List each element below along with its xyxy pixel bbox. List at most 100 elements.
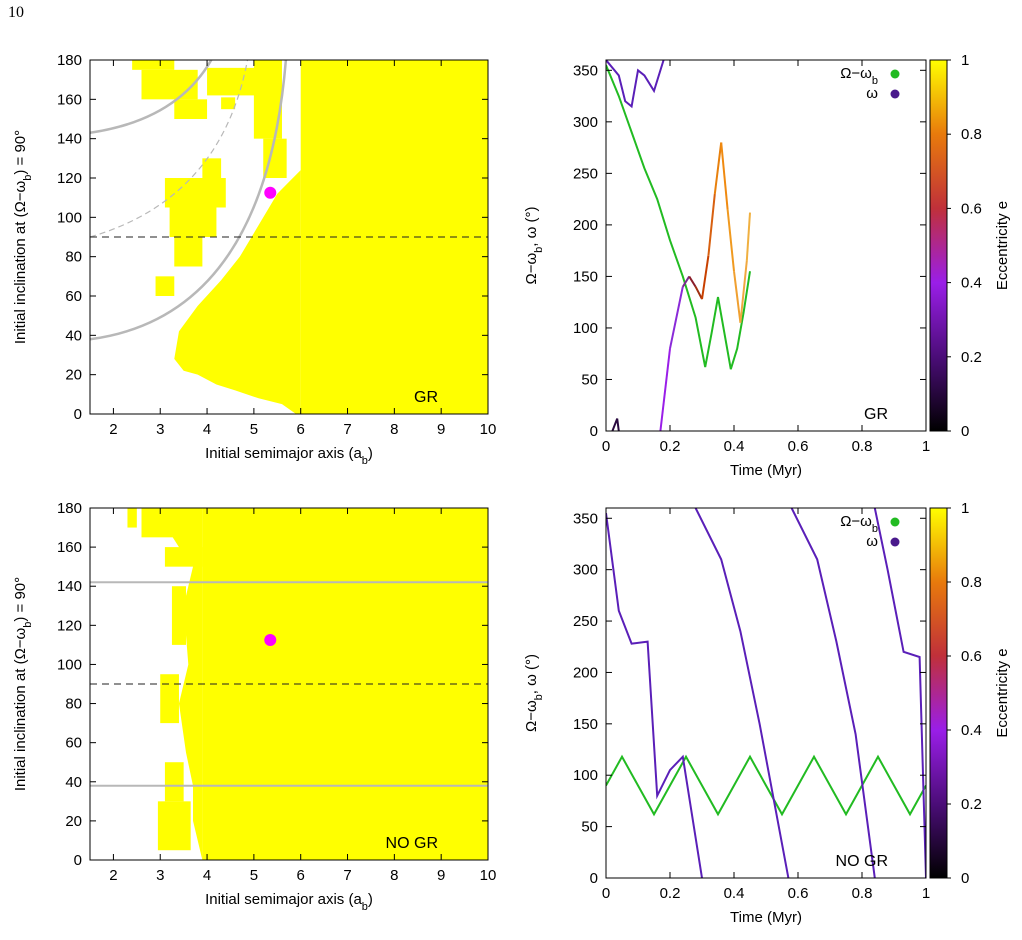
colorbar	[929, 59, 948, 432]
colorbar-tick-label: 0.6	[961, 200, 982, 217]
x-tick-label: 0.4	[724, 885, 745, 902]
region-patch	[132, 60, 175, 70]
y-tick-label: 250	[573, 613, 598, 630]
y-tick-label: 120	[57, 170, 82, 187]
legend-marker	[890, 69, 900, 79]
legend-marker	[890, 537, 900, 547]
series-omega-segment	[713, 142, 723, 195]
y-tick-label: 160	[57, 91, 82, 108]
series-omega-early	[611, 418, 620, 431]
y-tick-label: 300	[573, 114, 598, 131]
series-omega	[694, 508, 790, 878]
initial-condition-marker	[264, 634, 277, 646]
x-tick-label: 7	[343, 421, 351, 438]
x-tick-label: 5	[250, 867, 258, 884]
x-axis-label: Time (Myr)	[730, 462, 802, 479]
y-tick-label: 0	[590, 870, 598, 887]
x-tick-label: 6	[297, 867, 305, 884]
y-tick-label: 150	[573, 716, 598, 733]
series-omega-segment	[694, 286, 703, 300]
legend-marker	[890, 517, 900, 527]
region-patch	[171, 586, 186, 645]
y-tick-label: 50	[581, 819, 598, 836]
legend-label: ω	[866, 533, 878, 550]
x-tick-label: 0	[602, 885, 610, 902]
x-tick-label: 0.8	[852, 438, 873, 455]
series-omega-segment	[733, 271, 742, 323]
colorbar-tick-label: 0	[961, 870, 969, 887]
series-Omega-minus-omega_b	[606, 754, 926, 817]
y-tick-label: 300	[573, 562, 598, 579]
series-omega-segment	[701, 255, 710, 300]
x-tick-label: 1	[922, 885, 930, 902]
chart-top-right: 0 0.2 0.4 0.6 0.8 1 Eccentricity e Ω−ωbω 0 0.2 0.4…	[523, 52, 1011, 479]
panel-annotation: NO GR	[386, 835, 438, 852]
y-tick-label: 0	[74, 406, 82, 423]
x-tick-label: 0.6	[788, 885, 809, 902]
region-patch	[141, 69, 198, 100]
series-omega	[606, 513, 703, 878]
panel-annotation: NO GR	[836, 853, 888, 870]
series-omega-segment	[720, 142, 729, 210]
y-tick-label: 50	[581, 371, 598, 388]
plot-area	[90, 508, 488, 860]
y-tick-label: 180	[57, 52, 82, 69]
y-tick-label: 100	[573, 320, 598, 337]
x-tick-label: 0.4	[724, 438, 745, 455]
y-tick-label: 140	[57, 578, 82, 595]
series-omega	[873, 508, 926, 878]
y-axis-label: Ω−ωb, ω (°)	[523, 206, 545, 284]
y-tick-label: 100	[57, 656, 82, 673]
x-tick-label: 0.2	[660, 438, 681, 455]
y-tick-label: 80	[65, 249, 82, 266]
y-tick-label: 200	[573, 217, 598, 234]
y-tick-label: 100	[573, 767, 598, 784]
separatrix-dashed	[90, 60, 248, 238]
plot-area	[606, 60, 751, 431]
x-tick-label: 2	[109, 867, 117, 884]
y-tick-label: 0	[590, 423, 598, 440]
x-tick-label: 7	[343, 867, 351, 884]
region-patch	[174, 237, 203, 267]
legend-label: Ω−ωb	[840, 513, 878, 535]
y-tick-label: 0	[74, 852, 82, 869]
page-number: 10	[8, 4, 24, 21]
region-patch	[263, 138, 287, 178]
y-tick-label: 20	[65, 367, 82, 384]
region-patch	[164, 178, 226, 208]
plot-area	[90, 60, 488, 414]
series-omega-segment	[681, 275, 691, 288]
x-tick-label: 4	[203, 421, 211, 438]
series-omega	[790, 508, 876, 878]
region-patch	[160, 674, 179, 724]
x-tick-label: 8	[390, 867, 398, 884]
separatrix-upper	[90, 60, 213, 135]
region-patch	[202, 158, 222, 182]
y-axis-label: Initial inclination at (Ω−ωb) = 90°	[12, 130, 34, 344]
chart-top-left: 2 3 4 5 6 7 8 9 10020406080100120140160180GRInit…	[12, 52, 496, 467]
colorbar	[929, 507, 948, 879]
plot-frame	[605, 59, 927, 432]
x-tick-label: 1	[922, 438, 930, 455]
x-tick-label: 9	[437, 421, 445, 438]
separatrix-lower	[90, 60, 288, 341]
x-tick-label: 3	[156, 421, 164, 438]
series-omega-segment	[739, 260, 748, 323]
x-tick-label: 0.8	[852, 885, 873, 902]
series-omega-segment	[726, 209, 735, 272]
panel-annotation: GR	[864, 406, 888, 423]
plot-frame	[605, 507, 927, 879]
x-tick-label: 2	[109, 421, 117, 438]
y-tick-label: 150	[573, 268, 598, 285]
x-tick-label: 8	[390, 421, 398, 438]
series-omega-segment	[745, 212, 751, 262]
region-patch	[164, 762, 184, 802]
colorbar-tick-label: 0.8	[961, 126, 982, 143]
x-tick-label: 10	[480, 867, 497, 884]
y-tick-label: 120	[57, 617, 82, 634]
y-tick-label: 350	[573, 62, 598, 79]
colorbar-tick-label: 0.2	[961, 796, 982, 813]
y-tick-label: 200	[573, 664, 598, 681]
